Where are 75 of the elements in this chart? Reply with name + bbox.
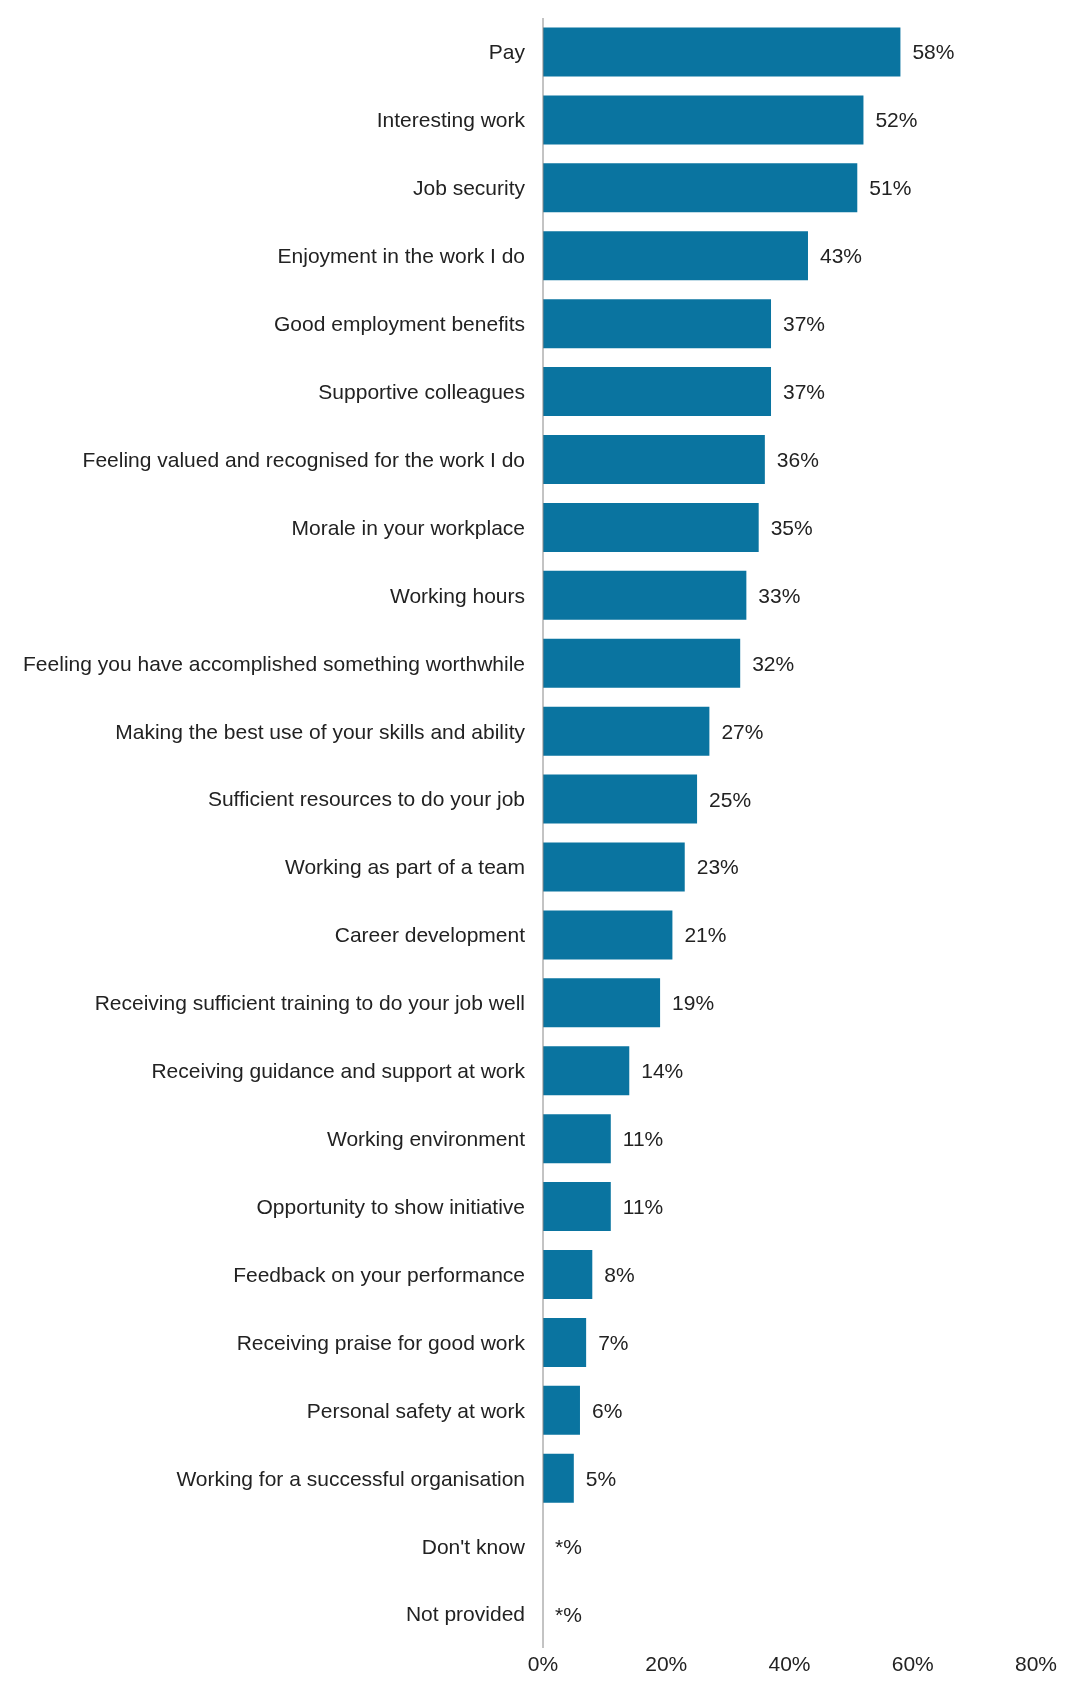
bar — [543, 1114, 611, 1164]
bar — [543, 638, 741, 688]
data-label: 35% — [770, 515, 813, 539]
y-tick-label: Receiving sufficient training to do your job well — [94, 991, 525, 1015]
data-label: *% — [555, 1534, 582, 1558]
y-tick-label: Opportunity to show initiative — [256, 1195, 525, 1218]
bar — [543, 570, 747, 620]
data-label: 51% — [869, 176, 912, 200]
y-tick-label: Not provided — [405, 1602, 525, 1626]
y-tick-label: Working environment — [326, 1127, 526, 1151]
bar — [543, 163, 858, 213]
data-label: 5% — [585, 1466, 617, 1490]
bar — [543, 1046, 630, 1096]
data-label: 7% — [598, 1330, 629, 1354]
bar — [543, 1317, 587, 1367]
y-tick-label: Working hours — [389, 583, 525, 607]
y-tick-label: Making the best use of your skills and ability — [115, 719, 526, 743]
data-label: 21% — [684, 923, 727, 947]
data-label: 25% — [709, 787, 752, 811]
bar — [543, 299, 772, 349]
y-tick-label: Career development — [334, 923, 526, 947]
data-label: 58% — [912, 40, 955, 64]
y-tick-label: Job security — [412, 176, 526, 200]
data-label: 27% — [721, 719, 764, 743]
data-label: 11% — [622, 1127, 664, 1151]
data-label: 37% — [783, 312, 826, 336]
y-tick-label: Receiving guidance and support at work — [151, 1059, 526, 1083]
y-tick-label: Pay — [488, 40, 526, 64]
data-label: *% — [555, 1602, 582, 1626]
data-label: 37% — [783, 380, 826, 404]
bar — [543, 842, 685, 892]
bar — [543, 910, 673, 960]
bar — [543, 1250, 593, 1300]
data-label: 32% — [752, 651, 795, 675]
bar — [543, 978, 661, 1028]
y-tick-label: Good employment benefits — [274, 312, 525, 336]
y-tick-label: Personal safety at work — [306, 1398, 526, 1422]
bar — [543, 1453, 574, 1503]
data-label: 14% — [641, 1059, 684, 1083]
bar — [543, 774, 698, 824]
y-tick-label: Don't know — [421, 1534, 526, 1558]
y-tick-label: Supportive colleagues — [318, 380, 525, 403]
x-tick-label: 60% — [891, 1651, 934, 1675]
data-label: 36% — [776, 447, 819, 471]
bar — [543, 1385, 580, 1435]
y-tick-label: Interesting work — [376, 108, 526, 132]
x-tick-label: 20% — [645, 1651, 688, 1675]
data-label: 6% — [591, 1398, 623, 1422]
data-label: 11% — [622, 1195, 664, 1219]
y-tick-label: Working as part of a team — [284, 855, 525, 879]
y-tick-label: Feedback on your performance — [233, 1262, 525, 1286]
y-tick-label: Receiving praise for good work — [236, 1330, 526, 1354]
bar — [543, 231, 808, 281]
y-tick-label: Feeling valued and recognised for the work I do — [82, 447, 525, 471]
x-tick-label: 0% — [527, 1651, 559, 1675]
bar — [543, 435, 765, 485]
bar — [543, 95, 864, 145]
bar — [543, 27, 901, 77]
data-label: 52% — [875, 108, 918, 132]
y-tick-label: Sufficient resources to do your job — [207, 787, 525, 811]
data-label: 8% — [604, 1262, 635, 1286]
y-tick-label: Working for a successful organisation — [176, 1466, 525, 1490]
data-label: 19% — [672, 991, 715, 1015]
x-tick-label: 80% — [1014, 1651, 1058, 1675]
bar — [543, 706, 710, 756]
y-tick-label: Morale in your workplace — [291, 515, 525, 539]
data-label: 33% — [758, 583, 801, 607]
bar — [543, 367, 772, 417]
y-tick-label: Feeling you have accomplished something worthwhile — [23, 651, 525, 675]
y-tick-label: Enjoyment in the work I do — [277, 244, 525, 268]
x-tick-label: 40% — [768, 1651, 811, 1675]
bar — [543, 1182, 611, 1232]
bar — [543, 502, 759, 552]
data-label: 23% — [696, 855, 739, 879]
data-label: 43% — [819, 244, 863, 268]
